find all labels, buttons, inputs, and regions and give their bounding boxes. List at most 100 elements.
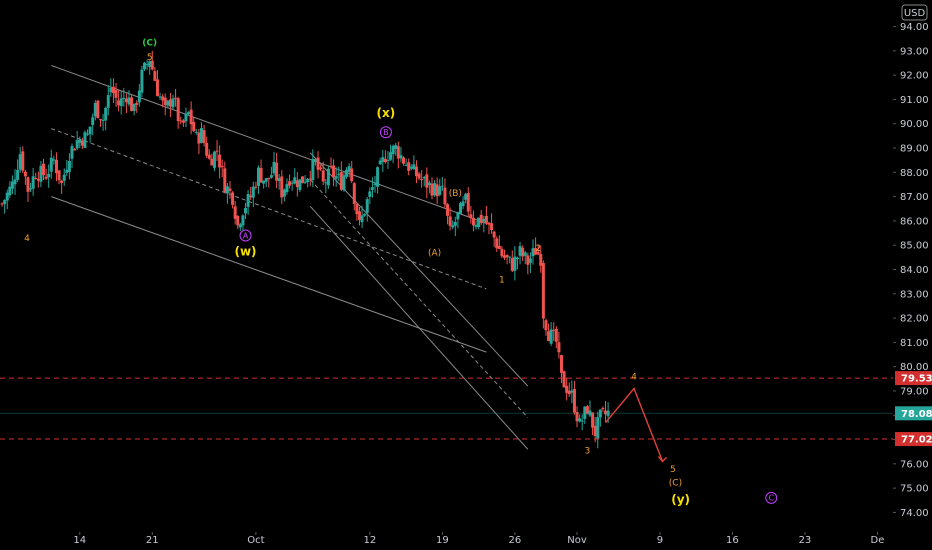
candle [220, 159, 224, 178]
x-tick-label: 9 [657, 535, 663, 546]
candle [572, 380, 576, 415]
candle [337, 166, 341, 182]
wave-label: 5 [147, 53, 153, 63]
wave-label: 5 [670, 465, 676, 475]
candle [262, 180, 266, 189]
y-tick-label: 74.00 [900, 508, 929, 519]
candle [62, 168, 66, 186]
candle-body [363, 213, 367, 216]
candle [98, 118, 102, 127]
candle-body [456, 212, 460, 220]
y-tick-label: 80.00 [900, 362, 929, 373]
candle [119, 90, 123, 115]
candle-body [440, 185, 444, 187]
candle [212, 150, 216, 172]
candle [280, 170, 284, 204]
candle [23, 169, 27, 185]
wave-label: (y) [671, 492, 690, 506]
candle-body [596, 417, 600, 439]
candle-body [10, 181, 14, 189]
candle [78, 136, 82, 149]
time-axis[interactable]: 14 21 Oct 12 19 26 Nov 9 16 23 De [73, 532, 884, 546]
candle [588, 400, 592, 418]
candle [541, 260, 545, 329]
candle-body [378, 160, 382, 165]
candle-body [153, 71, 157, 81]
candle-body [57, 170, 61, 181]
candle-body [91, 117, 95, 126]
y-tick-label: 75.00 [900, 484, 929, 495]
candle [298, 179, 302, 193]
candle-body [604, 410, 608, 415]
candle-body [47, 173, 51, 178]
candle [111, 78, 115, 104]
candle-body [181, 120, 185, 123]
y-tick-label: 89.00 [900, 144, 929, 155]
candle [215, 140, 219, 162]
y-tick-label: 88.00 [900, 168, 929, 179]
candle [396, 141, 400, 169]
candle-body [308, 178, 312, 180]
candle [438, 178, 442, 197]
candle-body [135, 102, 139, 105]
candle [187, 111, 191, 116]
level-tag-bg [895, 406, 932, 421]
candle-body [536, 252, 540, 255]
candle-body [60, 180, 64, 184]
candle-body [531, 248, 535, 257]
candle-body [523, 252, 527, 256]
candle-body [114, 90, 118, 98]
level-tag: 78.08 [901, 409, 932, 420]
candle-body [111, 86, 115, 94]
wave-circle [765, 491, 778, 504]
wave-label: (C) [142, 39, 157, 49]
candle-body [42, 163, 46, 176]
candle-body [552, 330, 556, 332]
candle [549, 322, 553, 346]
x-tick-label: 21 [146, 535, 159, 546]
candle-body [448, 216, 452, 226]
candle-body [567, 390, 571, 395]
candle-body [490, 223, 494, 231]
candle-body [106, 95, 110, 108]
candle [13, 169, 17, 195]
candle-body [381, 157, 385, 162]
candle [225, 183, 229, 204]
candle-body [132, 103, 136, 111]
candle [528, 252, 532, 274]
price-axis[interactable]: 94.00 93.00 92.00 91.00 90.00 89.00 88.00 87.00… [893, 0, 932, 550]
currency-badge[interactable]: USD [904, 8, 926, 19]
currency-badge-frame[interactable] [901, 4, 928, 21]
candle-body [143, 62, 147, 70]
candle [515, 256, 519, 270]
y-tick-label: 93.00 [900, 46, 929, 57]
candle-body [503, 255, 507, 258]
candle-body [280, 176, 284, 198]
y-tick-label: 81.00 [900, 338, 929, 349]
candle [347, 163, 351, 178]
candle [580, 414, 584, 431]
candle-body [75, 140, 79, 149]
candle-body [295, 180, 299, 188]
candle [290, 180, 294, 191]
candle-body [572, 389, 576, 413]
wave-label: 1 [499, 275, 505, 285]
candle-body [339, 172, 343, 190]
candle [205, 136, 209, 159]
candle-body [184, 113, 188, 122]
x-tick-label: 14 [73, 535, 86, 546]
candle [583, 405, 587, 424]
candle-body [510, 258, 514, 271]
candle [36, 171, 40, 188]
candle [381, 149, 385, 172]
candle-body [166, 100, 170, 106]
candle [394, 142, 398, 156]
candle-body [31, 176, 35, 189]
candle [427, 180, 431, 194]
candle [345, 167, 349, 179]
candle-body [458, 203, 462, 215]
candle [60, 179, 64, 194]
candle [223, 161, 227, 194]
